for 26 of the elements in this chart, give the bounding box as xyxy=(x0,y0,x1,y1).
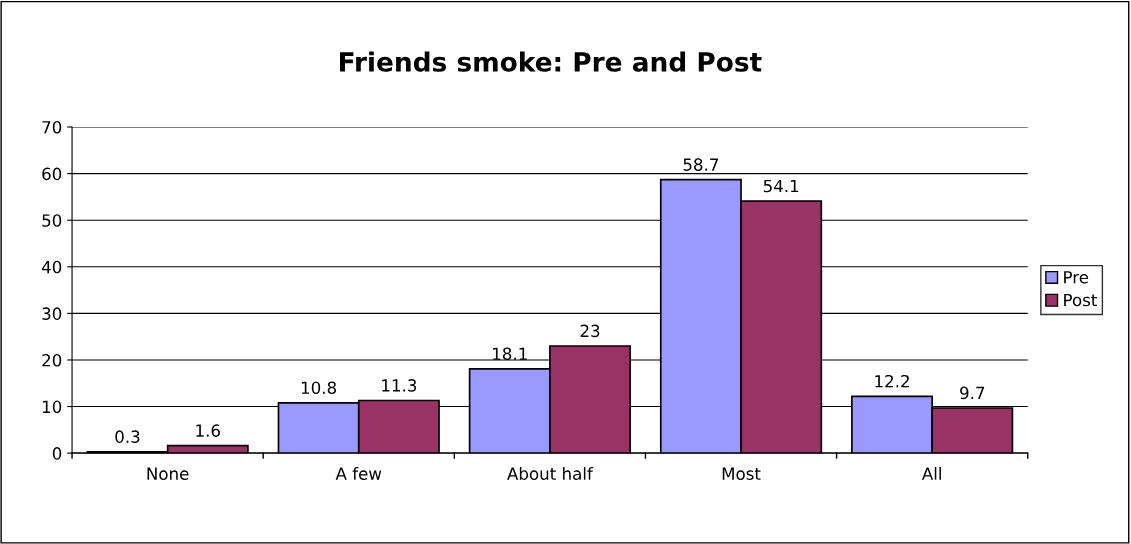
legend-label: Post xyxy=(1064,293,1097,307)
y-tick-label: 50 xyxy=(42,214,62,227)
chart-title: Friends smoke: Pre and Post xyxy=(340,51,762,72)
data-label: 9.7 xyxy=(960,386,985,400)
y-tick-label: 40 xyxy=(41,260,62,274)
y-tick-label: 10 xyxy=(42,400,62,414)
y-tick-label: 70 xyxy=(42,120,62,134)
x-tick-label: A few xyxy=(335,467,382,480)
data-label: 1.6 xyxy=(196,424,220,437)
data-label: 11.3 xyxy=(382,379,417,392)
y-tick-label: 20 xyxy=(42,353,62,367)
x-tick-label: About half xyxy=(507,467,594,480)
data-label: 18.1 xyxy=(493,347,527,361)
data-label: 10.8 xyxy=(301,381,337,395)
x-tick-label: All xyxy=(921,467,941,480)
x-tick-label: None xyxy=(147,467,189,480)
y-tick-label: 30 xyxy=(42,307,62,320)
x-tick-label: Most xyxy=(722,467,761,480)
legend-label: Pre xyxy=(1064,271,1089,284)
y-tick-label: 60 xyxy=(42,167,62,181)
y-tick-label: 0 xyxy=(52,447,62,460)
data-label: 12.2 xyxy=(875,374,909,388)
data-label: 0.3 xyxy=(115,430,140,443)
data-label: 58.7 xyxy=(683,158,719,171)
data-label: 54.1 xyxy=(763,179,799,193)
data-label: 23 xyxy=(580,324,600,338)
